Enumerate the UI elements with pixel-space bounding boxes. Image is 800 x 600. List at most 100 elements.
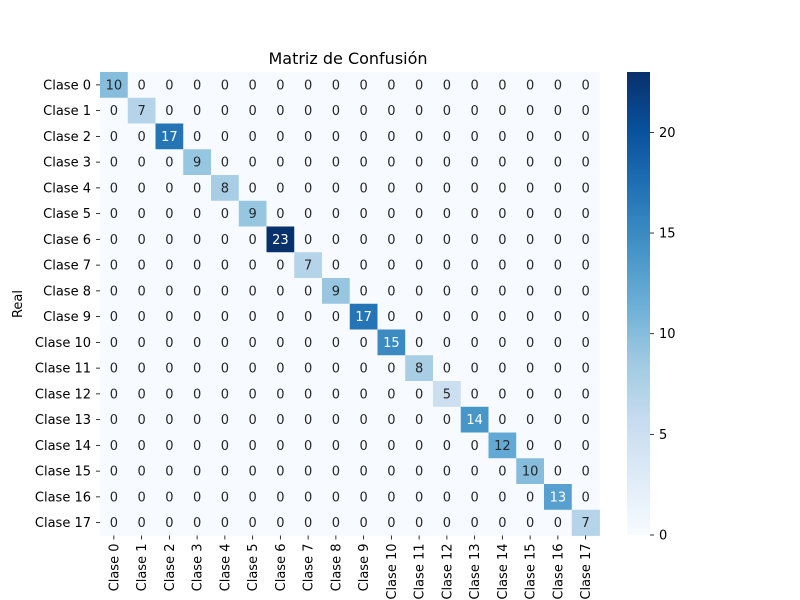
cell-value-label: 0 bbox=[359, 233, 367, 248]
cell-value-label: 0 bbox=[221, 130, 229, 145]
cell-value-label: 8 bbox=[415, 362, 423, 377]
cell-value-label: 0 bbox=[387, 104, 395, 119]
heatmap-cell bbox=[433, 149, 462, 176]
cell-value-label: 0 bbox=[332, 156, 340, 171]
cell-value-label: 0 bbox=[526, 439, 534, 454]
heatmap-cell bbox=[266, 149, 295, 176]
cell-value-label: 0 bbox=[498, 362, 506, 377]
column-tick-label: Clase 5 bbox=[246, 544, 261, 592]
heatmap-cell bbox=[183, 175, 212, 202]
cell-value-label: 0 bbox=[276, 284, 284, 299]
cell-value-label: 0 bbox=[554, 413, 562, 428]
heatmap-cell bbox=[544, 484, 573, 511]
heatmap-cell bbox=[183, 355, 212, 382]
heatmap-cell bbox=[322, 484, 351, 511]
cell-value-label: 0 bbox=[387, 387, 395, 402]
heatmap-cell bbox=[349, 303, 378, 330]
heatmap-cell bbox=[571, 303, 600, 330]
heatmap-cell bbox=[238, 432, 267, 459]
heatmap-cell bbox=[377, 406, 406, 433]
heatmap-cell bbox=[294, 432, 323, 459]
cell-value-label: 0 bbox=[276, 362, 284, 377]
heatmap-cell bbox=[322, 458, 351, 485]
heatmap-cell bbox=[516, 406, 545, 433]
row-tick-label: Clase 8 bbox=[43, 284, 91, 299]
cell-value-label: 0 bbox=[498, 78, 506, 93]
heatmap-cell bbox=[211, 252, 240, 279]
cell-value-label: 0 bbox=[554, 259, 562, 274]
cell-value-label: 0 bbox=[498, 516, 506, 531]
heatmap-cell bbox=[294, 252, 323, 279]
cell-value-label: 0 bbox=[137, 490, 145, 505]
cell-value-label: 0 bbox=[221, 207, 229, 222]
cell-value-label: 0 bbox=[332, 310, 340, 325]
heatmap-cell bbox=[238, 406, 267, 433]
heatmap-cell bbox=[155, 406, 184, 433]
cell-value-label: 0 bbox=[248, 465, 256, 480]
cell-value-label: 0 bbox=[415, 130, 423, 145]
heatmap-cell bbox=[460, 123, 489, 150]
cell-value-label: 0 bbox=[276, 490, 284, 505]
cell-value-label: 0 bbox=[137, 439, 145, 454]
cell-value-label: 0 bbox=[248, 362, 256, 377]
heatmap-cell bbox=[100, 406, 129, 433]
cell-value-label: 0 bbox=[248, 490, 256, 505]
heatmap-cell bbox=[155, 200, 184, 227]
row-tick-label: Clase 5 bbox=[43, 207, 91, 222]
heatmap-cell bbox=[100, 72, 129, 99]
cell-value-label: 0 bbox=[193, 104, 201, 119]
heatmap-cell bbox=[294, 175, 323, 202]
column-tick-label: Clase 16 bbox=[551, 544, 566, 600]
heatmap-cell bbox=[405, 406, 434, 433]
cell-value-label: 0 bbox=[110, 516, 118, 531]
heatmap-cell bbox=[127, 406, 156, 433]
heatmap-cell bbox=[433, 175, 462, 202]
cell-value-label: 0 bbox=[304, 181, 312, 196]
cell-value-label: 0 bbox=[498, 104, 506, 119]
cell-value-label: 0 bbox=[304, 439, 312, 454]
cell-value-label: 0 bbox=[110, 233, 118, 248]
cell-value-label: 0 bbox=[276, 465, 284, 480]
heatmap-cell bbox=[516, 484, 545, 511]
cell-value-label: 0 bbox=[137, 233, 145, 248]
heatmap-cell bbox=[571, 200, 600, 227]
cell-value-label: 0 bbox=[581, 233, 589, 248]
heatmap-cell bbox=[433, 97, 462, 124]
cell-value-label: 0 bbox=[470, 310, 478, 325]
heatmap-cell bbox=[349, 149, 378, 176]
cell-value-label: 17 bbox=[161, 130, 178, 145]
heatmap-cell bbox=[488, 509, 517, 536]
heatmap-cell bbox=[377, 72, 406, 99]
heatmap-cell bbox=[294, 381, 323, 408]
heatmap-cell bbox=[322, 303, 351, 330]
heatmap-cell bbox=[488, 226, 517, 253]
cell-value-label: 0 bbox=[498, 413, 506, 428]
heatmap-cell bbox=[322, 175, 351, 202]
heatmap-cell bbox=[266, 303, 295, 330]
cell-value-label: 0 bbox=[387, 259, 395, 274]
cell-value-label: 5 bbox=[443, 387, 451, 402]
cell-value-label: 0 bbox=[304, 413, 312, 428]
cell-value-label: 0 bbox=[221, 104, 229, 119]
heatmap-cell bbox=[294, 149, 323, 176]
cell-value-label: 0 bbox=[359, 259, 367, 274]
heatmap-cell bbox=[516, 381, 545, 408]
cell-value-label: 0 bbox=[165, 490, 173, 505]
heatmap-cell bbox=[100, 355, 129, 382]
column-tick-label: Clase 17 bbox=[579, 544, 594, 600]
heatmap-cell bbox=[571, 432, 600, 459]
heatmap-cell bbox=[100, 303, 129, 330]
cell-value-label: 0 bbox=[359, 156, 367, 171]
heatmap-cell bbox=[349, 406, 378, 433]
cell-value-label: 0 bbox=[581, 465, 589, 480]
heatmap-cell bbox=[377, 97, 406, 124]
heatmap-cell bbox=[155, 175, 184, 202]
cell-value-label: 0 bbox=[193, 259, 201, 274]
cell-value-label: 0 bbox=[581, 310, 589, 325]
heatmap-cell bbox=[100, 278, 129, 305]
colorbar: 0 5 10 15 20 bbox=[627, 72, 676, 544]
cell-value-label: 0 bbox=[110, 310, 118, 325]
cell-value-label: 0 bbox=[470, 207, 478, 222]
heatmap-cell bbox=[460, 381, 489, 408]
cell-value-label: 9 bbox=[193, 156, 201, 171]
